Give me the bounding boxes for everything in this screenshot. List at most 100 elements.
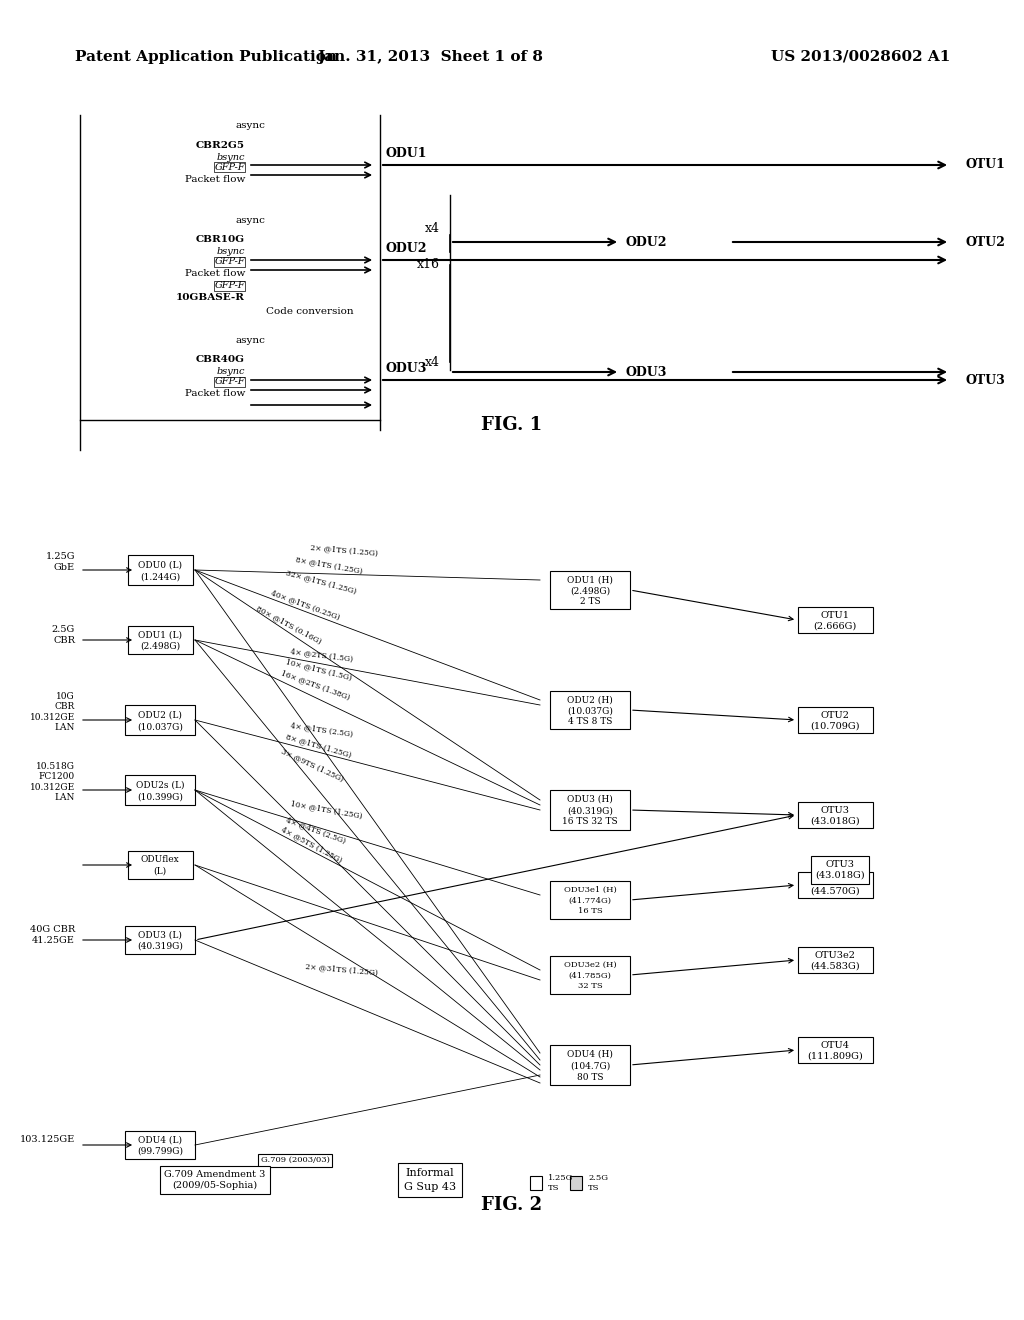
Text: Code conversion: Code conversion bbox=[266, 308, 354, 317]
Text: (10.037G): (10.037G) bbox=[137, 722, 183, 731]
Text: bsync: bsync bbox=[216, 248, 245, 256]
Text: OTU2: OTU2 bbox=[820, 710, 850, 719]
Text: ODU3e2 (H): ODU3e2 (H) bbox=[563, 961, 616, 969]
Text: 10GBASE-R: 10GBASE-R bbox=[176, 293, 245, 302]
Text: ODU2 (L): ODU2 (L) bbox=[138, 710, 182, 719]
Text: x4: x4 bbox=[425, 222, 440, 235]
Text: GFP-F: GFP-F bbox=[214, 162, 245, 172]
Text: Patent Application Publication: Patent Application Publication bbox=[75, 50, 337, 63]
Text: 10.518G
FC1200
10.312GE
LAN: 10.518G FC1200 10.312GE LAN bbox=[30, 762, 75, 803]
Text: 2× @31TS (1.25G): 2× @31TS (1.25G) bbox=[305, 962, 378, 977]
Text: async: async bbox=[236, 121, 265, 129]
Text: OTU3: OTU3 bbox=[820, 805, 850, 814]
Text: 1.25G
GbE: 1.25G GbE bbox=[45, 552, 75, 572]
Bar bbox=[570, 1176, 582, 1191]
Text: 4 TS 8 TS: 4 TS 8 TS bbox=[568, 717, 612, 726]
Text: ODU3 (H): ODU3 (H) bbox=[567, 795, 613, 804]
Text: async: async bbox=[236, 216, 265, 224]
Text: (41.774G): (41.774G) bbox=[568, 896, 611, 904]
Text: ODU4 (L): ODU4 (L) bbox=[138, 1135, 182, 1144]
Text: G.709 Amendment 3
(2009/05-Sophia): G.709 Amendment 3 (2009/05-Sophia) bbox=[164, 1170, 265, 1191]
Text: OTU1: OTU1 bbox=[965, 158, 1005, 172]
Text: GFP-F: GFP-F bbox=[214, 257, 245, 267]
Text: (104.7G): (104.7G) bbox=[570, 1061, 610, 1071]
FancyBboxPatch shape bbox=[125, 705, 195, 735]
Text: 2 TS: 2 TS bbox=[580, 597, 600, 606]
Text: Packet flow: Packet flow bbox=[184, 389, 245, 399]
FancyBboxPatch shape bbox=[128, 626, 193, 653]
Text: CBR10G: CBR10G bbox=[196, 235, 245, 244]
Text: (2.498G): (2.498G) bbox=[570, 586, 610, 595]
Text: ODU3e1 (H): ODU3e1 (H) bbox=[563, 886, 616, 894]
Text: 40× @1TS (0.25G): 40× @1TS (0.25G) bbox=[270, 589, 341, 622]
FancyBboxPatch shape bbox=[798, 607, 872, 634]
Text: ODU3 (L): ODU3 (L) bbox=[138, 931, 182, 940]
Text: bsync: bsync bbox=[216, 153, 245, 161]
Text: (111.809G): (111.809G) bbox=[807, 1051, 863, 1060]
Text: FIG. 2: FIG. 2 bbox=[481, 1196, 543, 1214]
FancyBboxPatch shape bbox=[550, 1045, 630, 1085]
Text: (40.319G): (40.319G) bbox=[567, 807, 613, 814]
Text: ODU2s (L): ODU2s (L) bbox=[136, 780, 184, 789]
FancyBboxPatch shape bbox=[125, 927, 195, 954]
Text: ODU3: ODU3 bbox=[385, 362, 426, 375]
Text: 4× @5TS (1.25G): 4× @5TS (1.25G) bbox=[280, 825, 344, 865]
Text: 10× @1TS (1.25G): 10× @1TS (1.25G) bbox=[290, 800, 364, 820]
FancyBboxPatch shape bbox=[128, 851, 193, 879]
Text: FIG. 1: FIG. 1 bbox=[481, 416, 543, 434]
Text: Informal
G Sup 43: Informal G Sup 43 bbox=[403, 1168, 456, 1192]
Text: 32× @1TS (1.25G): 32× @1TS (1.25G) bbox=[285, 569, 357, 595]
Text: Jan. 31, 2013  Sheet 1 of 8: Jan. 31, 2013 Sheet 1 of 8 bbox=[317, 50, 543, 63]
Text: OTU3e1: OTU3e1 bbox=[814, 876, 855, 884]
Text: x4: x4 bbox=[425, 355, 440, 368]
Text: (40.319G): (40.319G) bbox=[137, 941, 183, 950]
FancyBboxPatch shape bbox=[128, 554, 193, 585]
FancyBboxPatch shape bbox=[550, 956, 630, 994]
Text: ODU1 (H): ODU1 (H) bbox=[567, 576, 613, 585]
FancyBboxPatch shape bbox=[798, 803, 872, 828]
Text: ODU1: ODU1 bbox=[385, 147, 427, 160]
Text: OTU4: OTU4 bbox=[820, 1040, 850, 1049]
FancyBboxPatch shape bbox=[798, 1038, 872, 1063]
Text: 2.5G
CBR: 2.5G CBR bbox=[52, 624, 75, 645]
Bar bbox=[530, 1176, 542, 1191]
Text: ODU2: ODU2 bbox=[625, 235, 667, 248]
Text: Packet flow: Packet flow bbox=[184, 269, 245, 279]
Text: Packet flow: Packet flow bbox=[184, 174, 245, 183]
Text: OTU3e2: OTU3e2 bbox=[814, 950, 855, 960]
Text: CBR40G: CBR40G bbox=[196, 355, 245, 364]
FancyBboxPatch shape bbox=[550, 572, 630, 609]
Text: G.709 (2003/03): G.709 (2003/03) bbox=[260, 1156, 330, 1164]
Text: GFP-F: GFP-F bbox=[214, 281, 245, 290]
Text: 1.25G
TS: 1.25G TS bbox=[548, 1175, 573, 1192]
Text: (2.666G): (2.666G) bbox=[813, 622, 857, 630]
Text: 4× @2TS (1.5G): 4× @2TS (1.5G) bbox=[290, 647, 353, 663]
Text: 16 TS: 16 TS bbox=[578, 907, 602, 915]
Text: 8× @1TS (1.25G): 8× @1TS (1.25G) bbox=[285, 733, 352, 759]
Text: ODU2: ODU2 bbox=[385, 242, 427, 255]
Text: 80 TS: 80 TS bbox=[577, 1072, 603, 1081]
FancyBboxPatch shape bbox=[550, 880, 630, 919]
Text: (L): (L) bbox=[154, 867, 167, 875]
Text: 32 TS: 32 TS bbox=[578, 982, 602, 990]
Text: 10× @1TS (1.5G): 10× @1TS (1.5G) bbox=[285, 657, 353, 682]
Text: ODU1 (L): ODU1 (L) bbox=[138, 631, 182, 639]
Text: (1.244G): (1.244G) bbox=[140, 572, 180, 581]
Text: US 2013/0028602 A1: US 2013/0028602 A1 bbox=[771, 50, 950, 63]
Text: 2× @1TS (1.25G): 2× @1TS (1.25G) bbox=[310, 543, 378, 557]
Text: CBR2G5: CBR2G5 bbox=[196, 140, 245, 149]
Text: OTU3
(43.018G): OTU3 (43.018G) bbox=[815, 861, 865, 879]
Text: async: async bbox=[236, 337, 265, 345]
Text: 10G
CBR
10.312GE
LAN: 10G CBR 10.312GE LAN bbox=[30, 692, 75, 733]
FancyBboxPatch shape bbox=[125, 775, 195, 805]
Text: (10.037G): (10.037G) bbox=[567, 706, 613, 715]
Text: OTU1: OTU1 bbox=[820, 611, 850, 620]
FancyBboxPatch shape bbox=[550, 690, 630, 729]
Text: x16: x16 bbox=[417, 259, 440, 272]
Text: (44.583G): (44.583G) bbox=[810, 961, 860, 970]
FancyBboxPatch shape bbox=[798, 946, 872, 973]
Text: (10.399G): (10.399G) bbox=[137, 792, 183, 801]
Text: ODU0 (L): ODU0 (L) bbox=[138, 560, 182, 569]
Text: OTU3: OTU3 bbox=[965, 374, 1005, 387]
Text: (41.785G): (41.785G) bbox=[568, 972, 611, 979]
